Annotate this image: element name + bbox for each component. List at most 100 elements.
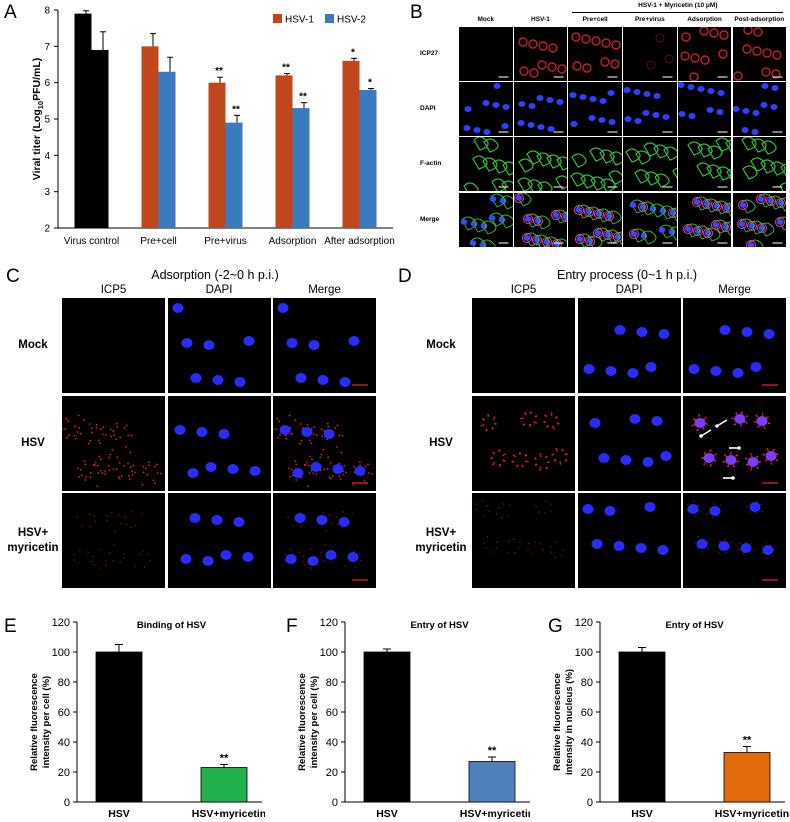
- icp5-puncta: [559, 460, 562, 463]
- merge-nucleus: [684, 225, 692, 232]
- dapi-nucleus: [751, 110, 760, 117]
- icp5-puncta: [476, 503, 478, 506]
- icp5-puncta: [80, 473, 83, 476]
- bar-hsv: [363, 651, 411, 803]
- icp5-puncta: [483, 541, 486, 544]
- actin-fiber: [535, 152, 552, 168]
- icp5-puncta: [146, 473, 149, 476]
- nucleus: [220, 550, 231, 560]
- icp5-puncta: [555, 447, 558, 450]
- icp5-puncta: [87, 551, 89, 554]
- actin-fiber: [526, 179, 543, 192]
- icp5-puncta: [113, 543, 116, 546]
- icp5-puncta: [98, 548, 101, 551]
- merge-nucleus: [776, 218, 783, 225]
- panel-b-image-f-actin-post-adsorption: [732, 137, 786, 192]
- merge-actin: [481, 220, 497, 235]
- icp5-puncta: [338, 433, 341, 436]
- icp5-puncta: [96, 484, 99, 487]
- nucleus: [189, 513, 200, 523]
- bar-hsv-myricetin: [723, 752, 771, 803]
- x-tick-label: Pre+cell: [140, 236, 176, 247]
- icp5-puncta: [508, 540, 510, 543]
- merge-nucleus: [576, 235, 584, 242]
- legend-swatch-hsv-2: [325, 14, 334, 23]
- merge-nucleus: [739, 201, 746, 208]
- actin-fiber: [760, 140, 777, 156]
- icp27-signal: [709, 28, 719, 38]
- panel-b-row-icp27: ICP27: [420, 50, 439, 57]
- icp5-puncta: [143, 566, 146, 568]
- icp5-puncta: [97, 471, 100, 474]
- merge-actin: [650, 203, 666, 218]
- y-tick-label: 60: [58, 707, 70, 719]
- icp5-puncta: [308, 471, 311, 474]
- icp5-puncta: [122, 552, 125, 555]
- icp5-puncta: [290, 432, 293, 434]
- actin-fiber: [472, 155, 488, 171]
- icp5-puncta: [354, 566, 357, 568]
- icp5-puncta: [94, 520, 97, 523]
- dapi-nucleus: [759, 102, 768, 109]
- icp5-puncta: [111, 448, 114, 451]
- y-tick-label: 80: [581, 677, 593, 689]
- icp5-puncta: [307, 484, 310, 487]
- icp5-puncta: [110, 435, 113, 437]
- panel-b-image-content: [460, 193, 513, 247]
- icp5-puncta: [514, 454, 517, 457]
- merge-icp27: [710, 219, 721, 230]
- panel-d-row-label-line: HSV+: [425, 526, 457, 539]
- icp5-puncta: [698, 510, 701, 513]
- icp5-puncta: [746, 421, 748, 424]
- dapi-nucleus: [769, 104, 778, 111]
- actin-fiber: [482, 157, 498, 173]
- icp5-puncta: [525, 453, 528, 456]
- x-tick-label: HSV: [108, 808, 130, 820]
- icp5-puncta: [545, 455, 548, 458]
- icp27-signal: [527, 39, 538, 49]
- icp5-puncta: [112, 429, 115, 432]
- dapi-nucleus: [697, 86, 705, 93]
- dapi-nucleus: [537, 124, 545, 131]
- icp5-puncta: [304, 563, 306, 566]
- icp5-puncta: [315, 433, 318, 436]
- icp5-puncta: [321, 435, 324, 437]
- y-tick-label: 8: [44, 6, 50, 17]
- dapi-nucleus: [570, 121, 578, 128]
- icp5-puncta: [706, 512, 709, 515]
- icp5-puncta: [300, 525, 303, 528]
- icp5-puncta: [298, 551, 300, 554]
- panel-c-row-label-line: Mock: [18, 339, 48, 351]
- panel-d-image-content: [686, 500, 778, 581]
- icp5-puncta: [117, 475, 120, 478]
- icp5-puncta: [694, 515, 697, 518]
- icp5-puncta: [83, 459, 86, 462]
- icp5-puncta: [117, 514, 120, 517]
- icp5-puncta: [733, 423, 736, 426]
- icp5-puncta: [750, 542, 753, 545]
- chart-f-entry: 0 20 40 60 80 100 120 Entry of HSV Relative fluo…: [297, 617, 530, 820]
- actin-fiber: [750, 138, 767, 154]
- merge-actin: [669, 226, 677, 241]
- merge-actin: [500, 195, 513, 210]
- panel-b-row-f-actin: F-actin: [420, 160, 442, 168]
- actin-fiber: [653, 144, 669, 160]
- actin-fiber: [491, 178, 507, 192]
- x-tick-label: Adsorption: [269, 236, 317, 247]
- panel-c-image-content: [174, 424, 260, 478]
- icp5-puncta: [127, 462, 129, 464]
- icp5-puncta: [101, 471, 104, 474]
- icp5-puncta: [159, 472, 162, 474]
- bar-hsv-1-pre-cell: [141, 46, 159, 229]
- icp5-puncta: [120, 474, 123, 477]
- panel-b-image-f-actin-hsv-1: [513, 137, 568, 192]
- icp27-signal: [556, 64, 567, 74]
- actin-fiber: [726, 168, 732, 182]
- panel-b-image-content: [740, 137, 786, 192]
- icp5-puncta: [755, 500, 758, 503]
- icp5-puncta: [529, 424, 531, 427]
- icp5-puncta: [694, 541, 697, 544]
- icp5-puncta: [531, 552, 534, 555]
- icp5-puncta: [554, 541, 557, 544]
- icp5-puncta: [128, 477, 131, 480]
